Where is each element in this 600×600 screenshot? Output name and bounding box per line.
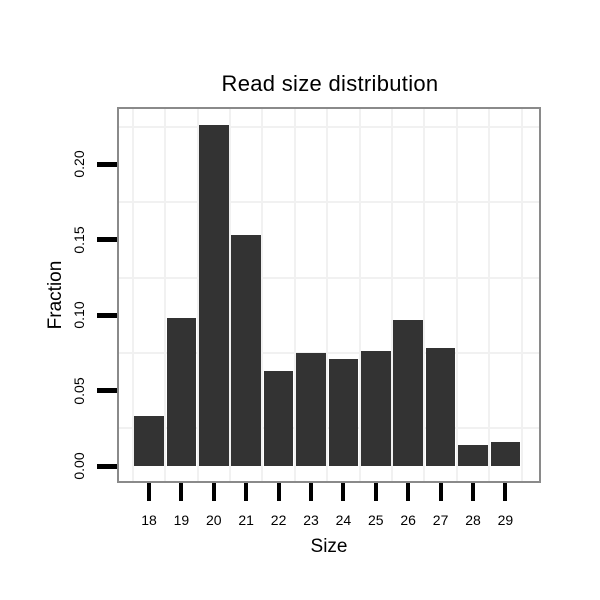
bar-size-28 [458, 444, 488, 466]
vertical-gridline [423, 109, 426, 481]
horizontal-gridline [119, 276, 539, 279]
y-tick-mark [97, 463, 117, 469]
x-tick-label: 29 [497, 512, 514, 528]
x-tick-mark [309, 483, 313, 501]
vertical-gridline [455, 109, 458, 481]
vertical-gridline [261, 109, 264, 481]
x-tick-mark [341, 483, 346, 501]
bar-size-20 [199, 125, 229, 466]
x-tick-mark [373, 483, 378, 501]
x-tick-mark [147, 483, 151, 501]
bar-size-25 [361, 351, 391, 466]
x-tick-label: 22 [270, 512, 287, 528]
x-tick-mark [244, 483, 249, 501]
y-tick-label: 0.10 [71, 301, 87, 329]
bar-size-23 [296, 352, 326, 466]
x-tick-mark [276, 483, 281, 501]
bar-size-27 [425, 348, 456, 466]
x-tick-mark [179, 483, 184, 501]
x-tick-label: 21 [238, 512, 254, 528]
horizontal-gridline [119, 201, 539, 204]
plot-area [119, 109, 539, 481]
x-axis-label: Size [310, 536, 348, 557]
x-tick-mark [211, 483, 216, 501]
x-tick-label: 25 [368, 512, 384, 528]
y-tick-label: 0.15 [71, 226, 87, 254]
x-tick-label: 24 [335, 512, 352, 528]
x-tick-mark [406, 483, 411, 501]
bar-size-18 [134, 416, 164, 466]
bar-size-26 [393, 319, 423, 466]
y-tick-mark [97, 388, 117, 394]
vertical-gridline [164, 109, 167, 481]
x-tick-label: 18 [141, 512, 157, 528]
x-tick-label: 20 [206, 512, 222, 528]
y-tick-mark [97, 237, 117, 243]
y-tick-mark [97, 161, 117, 167]
y-tick-label: 0.00 [71, 452, 87, 480]
x-tick-label: 26 [400, 512, 416, 528]
x-tick-mark [503, 483, 508, 501]
x-tick-label: 28 [465, 512, 481, 528]
horizontal-gridline [119, 351, 539, 354]
y-tick-mark [97, 312, 117, 318]
bar-size-19 [166, 318, 197, 466]
y-tick-label: 0.05 [71, 376, 87, 405]
vertical-gridline [229, 109, 231, 481]
vertical-gridline [196, 109, 199, 481]
y-tick-label: 0.20 [71, 150, 87, 179]
vertical-gridline [358, 109, 361, 481]
vertical-gridline [293, 109, 296, 481]
vertical-gridline [131, 109, 134, 481]
bar-size-29 [490, 441, 521, 466]
bar-size-22 [263, 370, 294, 466]
vertical-gridline [326, 109, 329, 481]
x-tick-mark [471, 483, 475, 501]
x-tick-mark [438, 483, 443, 501]
horizontal-gridline [119, 125, 539, 128]
bar-size-24 [328, 358, 359, 466]
bar-size-21 [231, 235, 261, 466]
vertical-gridline [488, 109, 491, 481]
x-tick-label: 19 [173, 512, 190, 528]
vertical-gridline [520, 109, 523, 481]
x-tick-label: 23 [303, 512, 319, 528]
x-tick-label: 27 [432, 512, 449, 528]
y-axis-label: Fraction [45, 260, 66, 330]
vertical-gridline [391, 109, 393, 481]
chart-title: Read size distribution [221, 71, 439, 96]
